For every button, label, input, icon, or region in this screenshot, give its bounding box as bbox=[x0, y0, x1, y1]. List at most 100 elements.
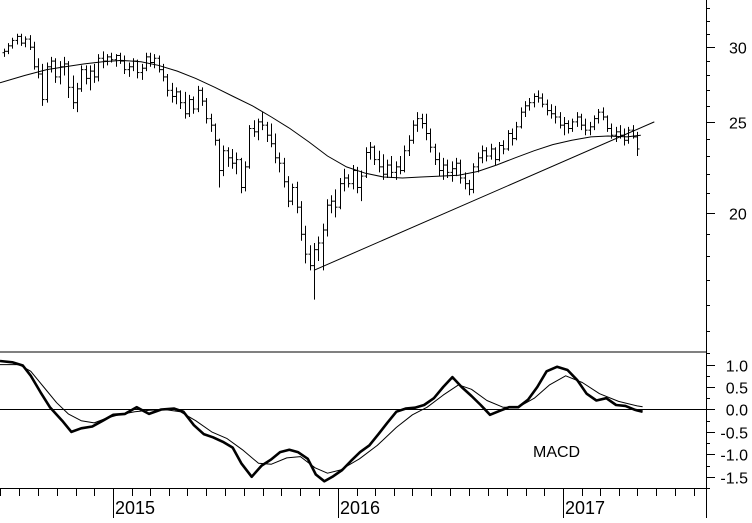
price-bar bbox=[445, 159, 450, 178]
price-bar bbox=[2, 48, 7, 57]
macd-annotation: MACD bbox=[533, 444, 580, 461]
price-bar bbox=[84, 65, 89, 85]
price-bar bbox=[493, 147, 498, 166]
price-bar bbox=[411, 120, 416, 144]
price-bar bbox=[75, 82, 80, 113]
year-label: 2016 bbox=[340, 498, 380, 518]
year-label: 2017 bbox=[565, 498, 605, 518]
price-bar bbox=[88, 65, 93, 91]
price-bar bbox=[178, 90, 183, 109]
price-bar bbox=[183, 91, 188, 119]
price-bar bbox=[28, 35, 33, 50]
price-bar bbox=[230, 148, 235, 169]
price-bar bbox=[53, 58, 58, 83]
price-bar bbox=[583, 118, 588, 136]
price-bar bbox=[10, 37, 15, 49]
price-bar bbox=[489, 143, 494, 160]
signal-line bbox=[0, 364, 643, 474]
price-bar bbox=[501, 140, 506, 155]
price-bar bbox=[364, 147, 369, 178]
price-bar bbox=[514, 121, 519, 141]
price-bar bbox=[45, 62, 50, 103]
price-bar bbox=[36, 58, 41, 79]
price-bar bbox=[256, 118, 261, 141]
price-bar bbox=[312, 243, 317, 300]
price-bar bbox=[165, 73, 170, 97]
price-bar bbox=[157, 55, 162, 73]
price-bar bbox=[200, 87, 205, 106]
price-bar bbox=[213, 123, 218, 146]
price-bar bbox=[247, 125, 252, 169]
price-bar bbox=[140, 63, 145, 80]
price-bar bbox=[558, 112, 563, 129]
price-bar bbox=[321, 223, 326, 271]
price-bar bbox=[170, 82, 175, 103]
price-bar bbox=[265, 121, 270, 143]
price-bar bbox=[415, 112, 420, 132]
x-axis: 2015 2016 2017 bbox=[0, 488, 695, 518]
price-bar bbox=[144, 52, 149, 72]
price-bar bbox=[58, 61, 63, 85]
price-bar bbox=[484, 147, 489, 162]
price-bar bbox=[377, 150, 382, 173]
price-bar bbox=[239, 157, 244, 194]
price-bar bbox=[333, 189, 338, 218]
macd-line bbox=[0, 359, 643, 483]
price-bar bbox=[105, 54, 110, 66]
price-bar bbox=[519, 107, 524, 129]
price-bar bbox=[295, 181, 300, 214]
price-bar bbox=[433, 143, 438, 166]
price-bar bbox=[428, 128, 433, 153]
price-bar bbox=[243, 161, 248, 192]
price-bar bbox=[299, 201, 304, 241]
price-bar bbox=[79, 65, 84, 92]
price-bar bbox=[252, 120, 257, 137]
price-bar bbox=[32, 41, 37, 70]
macd-tick-label: 1.0 bbox=[726, 359, 748, 376]
trendline bbox=[313, 121, 655, 271]
price-bar bbox=[19, 33, 24, 46]
price-bar bbox=[329, 195, 334, 214]
price-bar bbox=[437, 152, 442, 177]
price-bar bbox=[540, 93, 545, 108]
price-bar bbox=[596, 108, 601, 124]
price-bar bbox=[626, 126, 631, 144]
price-bar bbox=[286, 176, 291, 208]
price-bar bbox=[450, 161, 455, 182]
price-bar bbox=[588, 121, 593, 136]
price-bar bbox=[282, 157, 287, 188]
price-bar bbox=[359, 170, 364, 202]
price-bar bbox=[575, 112, 580, 127]
price-bar bbox=[454, 157, 459, 177]
price-bar bbox=[234, 152, 239, 175]
price-bar bbox=[368, 142, 373, 160]
price-bar bbox=[191, 96, 196, 114]
price-bar bbox=[527, 98, 532, 111]
price-bar bbox=[536, 90, 541, 103]
price-bar bbox=[441, 157, 446, 180]
price-bar bbox=[152, 54, 157, 69]
price-bar bbox=[398, 156, 403, 175]
price-bar bbox=[131, 58, 136, 72]
price-tick-label: 30 bbox=[729, 41, 747, 58]
price-bar bbox=[458, 159, 463, 184]
price-bar bbox=[217, 138, 222, 188]
price-bar bbox=[269, 123, 274, 148]
price-bar bbox=[420, 113, 425, 129]
price-bar bbox=[381, 154, 386, 180]
price-bar bbox=[467, 179, 472, 196]
price-bar bbox=[187, 94, 192, 117]
price-bar bbox=[303, 225, 308, 264]
price-bar bbox=[510, 128, 515, 146]
year-label: 2015 bbox=[115, 498, 155, 518]
price-bar bbox=[23, 36, 28, 48]
price-bar bbox=[204, 98, 209, 124]
price-bar bbox=[66, 61, 71, 99]
price-bar bbox=[316, 236, 321, 262]
macd-tick-label: -0.5 bbox=[720, 426, 748, 443]
price-bar bbox=[127, 62, 132, 77]
macd-tick-label: 0.0 bbox=[726, 403, 748, 420]
price-bar bbox=[49, 56, 54, 73]
